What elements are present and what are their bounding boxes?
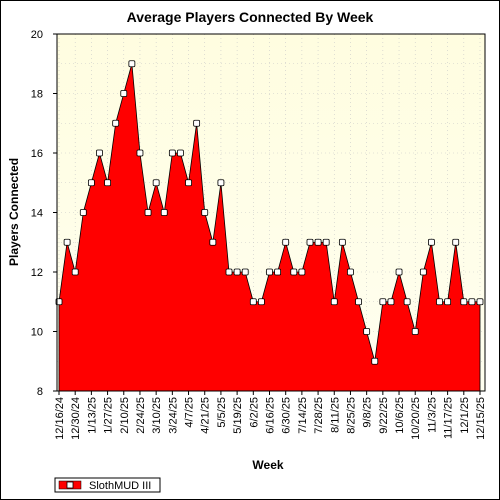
data-point [371, 357, 379, 365]
x-tick-label: 1/13/25 [86, 397, 98, 434]
x-tick-label: 11/3/25 [426, 397, 438, 433]
y-tick-label: 20 [31, 29, 43, 41]
x-tick-label: 4/21/25 [200, 397, 212, 434]
data-point [128, 60, 136, 68]
data-point [476, 298, 484, 306]
x-tick-label: 7/14/25 [297, 397, 309, 434]
x-tick-label: 12/16/24 [54, 397, 66, 440]
x-tick-label: 12/1/25 [459, 397, 471, 434]
data-point [314, 238, 322, 246]
chart-title: Average Players Connected By Week [127, 9, 374, 25]
y-tick-label: 10 [31, 327, 43, 339]
data-point [282, 238, 290, 246]
x-tick-label: 8/11/25 [329, 397, 341, 433]
y-axis: 8 10 12 14 16 18 20 [31, 29, 57, 398]
data-point [436, 298, 443, 306]
y-tick-label: 12 [31, 267, 43, 279]
data-point [403, 298, 411, 306]
data-point [168, 149, 176, 157]
data-point [379, 298, 387, 306]
y-axis-label: Players Connected [7, 158, 21, 266]
data-point [395, 268, 403, 276]
data-point [306, 238, 314, 246]
data-point [347, 268, 354, 276]
data-point [419, 268, 427, 276]
data-markers [55, 60, 484, 365]
data-point [444, 298, 452, 306]
data-point [452, 238, 460, 246]
x-tick-label: 7/28/25 [313, 397, 325, 434]
data-point [468, 298, 476, 306]
y-tick-label: 16 [31, 148, 43, 160]
data-point [411, 328, 419, 335]
data-point [460, 298, 468, 306]
data-point [185, 179, 192, 187]
data-point [258, 298, 265, 306]
data-point [104, 179, 111, 187]
data-point [177, 149, 184, 157]
data-point [338, 238, 346, 246]
x-tick-label: 6/2/25 [248, 397, 260, 428]
data-point [152, 179, 160, 187]
data-point [144, 209, 152, 216]
data-point [160, 209, 168, 216]
data-point [120, 90, 128, 97]
legend-marker [66, 481, 74, 489]
data-point [193, 119, 201, 127]
legend: SlothMUD III [54, 477, 161, 493]
x-tick-label: 3/10/25 [151, 397, 163, 434]
data-point [96, 149, 103, 157]
x-tick-label: 11/17/25 [443, 397, 455, 439]
x-tick-label: 2/24/25 [135, 397, 147, 434]
x-tick-label: 1/27/25 [103, 397, 115, 434]
y-tick-label: 14 [31, 208, 43, 220]
legend-label: SlothMUD III [89, 480, 151, 492]
x-tick-label: 5/19/25 [232, 397, 244, 434]
data-point [266, 268, 273, 276]
data-point [428, 238, 435, 246]
data-point [112, 119, 120, 127]
data-point [322, 238, 330, 246]
data-point [217, 179, 225, 187]
x-tick-label: 2/10/25 [119, 397, 131, 434]
data-point [363, 328, 371, 335]
x-tick-label: 10/20/25 [410, 397, 422, 440]
y-tick-label: 8 [37, 386, 43, 398]
data-point [63, 238, 71, 246]
data-point [290, 268, 298, 276]
data-point [79, 209, 87, 216]
data-point [71, 268, 79, 276]
x-tick-label: 5/5/25 [216, 397, 228, 428]
x-axis-label: Week [252, 458, 283, 472]
data-point [355, 298, 362, 306]
data-point [233, 268, 241, 276]
x-tick-label: 10/6/25 [394, 397, 406, 434]
data-point [298, 268, 306, 276]
data-point [225, 268, 233, 276]
data-area [58, 63, 481, 392]
y-tick-label: 18 [31, 89, 43, 101]
x-tick-label: 9/8/25 [362, 397, 374, 428]
data-point [330, 298, 338, 306]
x-tick-label: 3/24/25 [167, 397, 179, 434]
data-point [209, 238, 217, 246]
x-tick-label: 9/22/25 [378, 397, 390, 434]
x-axis: 12/16/24 12/30/24 1/13/25 1/27/25 2/10/25 2/2… [54, 391, 487, 440]
x-tick-label: 4/7/25 [184, 397, 196, 428]
data-point [274, 268, 281, 276]
data-point [87, 179, 95, 187]
data-point [249, 298, 257, 306]
x-tick-label: 6/16/25 [265, 397, 277, 434]
data-point [387, 298, 395, 306]
data-point [201, 209, 209, 216]
series-area [58, 63, 481, 392]
x-tick-label: 12/30/24 [70, 397, 82, 440]
data-point [136, 149, 144, 157]
x-tick-label: 8/25/25 [345, 397, 357, 434]
x-tick-label: 12/15/25 [475, 397, 487, 440]
x-tick-label: 6/30/25 [281, 397, 293, 434]
data-point [241, 268, 249, 276]
